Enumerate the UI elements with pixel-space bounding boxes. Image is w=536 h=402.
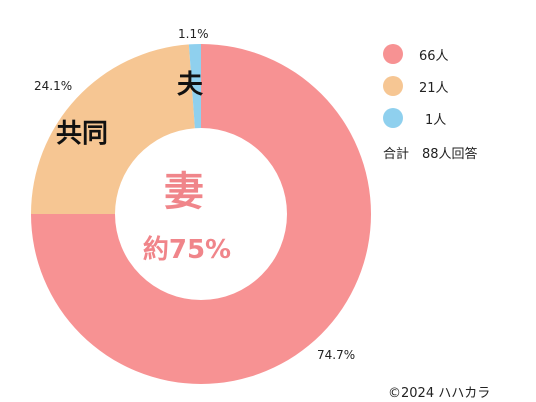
center-label: 妻	[164, 169, 204, 215]
legend-text-husband: 1人	[425, 112, 447, 128]
slice-wife	[31, 44, 371, 384]
legend: 66人 21人 1人	[383, 38, 449, 134]
legend-text-joint: 21人	[419, 80, 449, 96]
legend-swatch-wife	[383, 44, 403, 64]
slice-husband	[188, 44, 201, 129]
legend-text-wife: 66人	[419, 48, 449, 64]
legend-item-wife: 66人	[383, 38, 449, 70]
legend-swatch-husband	[383, 108, 403, 128]
legend-item-husband: 1人	[383, 102, 449, 134]
pct-label-husband: 1.1%	[178, 27, 209, 41]
segment-label-husband: 夫	[177, 70, 204, 100]
segment-label-joint: 共同	[56, 119, 108, 149]
pct-label-wife: 74.7%	[317, 348, 355, 362]
copyright-credit: ©2024 ハハカラ	[388, 386, 491, 401]
chart-slices	[31, 44, 371, 384]
total-label: 合計 88人回答	[383, 147, 478, 162]
center-sublabel: 約75%	[143, 234, 231, 265]
slice-joint	[31, 44, 195, 215]
legend-item-joint: 21人	[383, 70, 449, 102]
legend-swatch-joint	[383, 76, 403, 96]
pct-label-joint: 24.1%	[34, 79, 72, 93]
